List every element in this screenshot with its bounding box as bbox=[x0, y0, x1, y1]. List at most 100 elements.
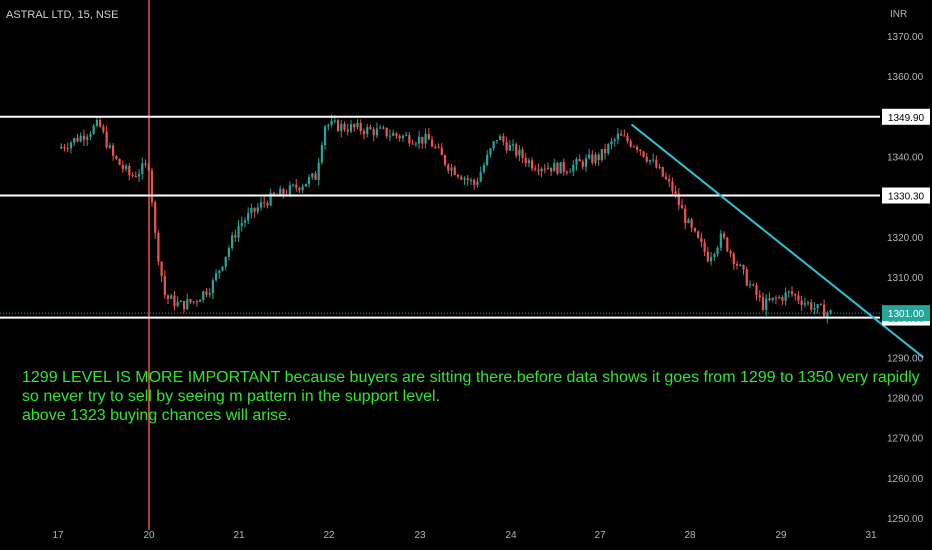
candle bbox=[706, 247, 709, 263]
candle bbox=[813, 301, 816, 315]
candle bbox=[89, 131, 92, 141]
candle bbox=[215, 269, 218, 282]
candle bbox=[92, 124, 95, 135]
candle bbox=[578, 154, 581, 162]
candle bbox=[680, 198, 684, 209]
x-tick-label: 29 bbox=[775, 530, 787, 541]
candle bbox=[677, 188, 680, 210]
candle bbox=[800, 295, 803, 311]
candle bbox=[137, 169, 141, 182]
candle bbox=[619, 129, 623, 136]
candle bbox=[697, 230, 700, 239]
candle bbox=[700, 232, 703, 248]
candle bbox=[613, 137, 616, 147]
candle bbox=[388, 129, 392, 142]
candle bbox=[186, 293, 189, 311]
candle bbox=[60, 143, 63, 150]
symbol-title: ASTRAL LTD, 15, NSE bbox=[6, 9, 119, 21]
candle bbox=[719, 229, 722, 252]
candle bbox=[703, 238, 706, 257]
candle bbox=[128, 163, 131, 181]
candle bbox=[530, 157, 534, 172]
candle bbox=[398, 134, 401, 142]
candle bbox=[189, 298, 192, 305]
candle bbox=[469, 177, 473, 185]
candle bbox=[771, 297, 774, 303]
candle bbox=[115, 154, 118, 161]
candle bbox=[182, 300, 186, 313]
candle bbox=[366, 123, 369, 138]
candle bbox=[224, 256, 227, 271]
candle bbox=[124, 163, 128, 172]
candle bbox=[157, 230, 160, 266]
candle bbox=[505, 136, 508, 154]
last-price-box: 1301.00 bbox=[882, 305, 930, 322]
candle bbox=[82, 129, 86, 147]
candle bbox=[134, 171, 137, 178]
candle bbox=[534, 165, 537, 172]
candle bbox=[748, 280, 752, 289]
candle bbox=[639, 149, 642, 156]
candle bbox=[417, 130, 421, 150]
annotation-line-1: 1299 LEVEL IS MORE IMPORTANT because buy… bbox=[22, 369, 920, 386]
candle bbox=[486, 150, 489, 167]
candle bbox=[550, 167, 553, 177]
y-tick-label: 1270.00 bbox=[887, 434, 924, 445]
candle bbox=[179, 299, 182, 303]
candle bbox=[739, 263, 742, 267]
candle bbox=[623, 129, 626, 137]
candle bbox=[687, 217, 690, 224]
candle bbox=[594, 152, 597, 166]
candle bbox=[279, 185, 282, 196]
candle bbox=[295, 178, 298, 192]
candle bbox=[482, 162, 486, 174]
candle bbox=[405, 132, 408, 137]
candle bbox=[231, 231, 234, 251]
candle bbox=[645, 153, 648, 164]
candle bbox=[735, 261, 739, 270]
candle bbox=[476, 177, 479, 188]
trendline[interactable] bbox=[630, 123, 924, 359]
candle bbox=[166, 294, 170, 305]
candle bbox=[154, 200, 157, 239]
candle bbox=[758, 290, 761, 302]
x-tick-label: 17 bbox=[52, 530, 64, 541]
candle bbox=[600, 149, 603, 163]
candle bbox=[208, 288, 211, 298]
candle bbox=[227, 245, 231, 261]
candle bbox=[518, 145, 521, 162]
candle bbox=[240, 216, 243, 232]
candle bbox=[556, 161, 559, 176]
candle bbox=[584, 154, 588, 172]
candle bbox=[314, 171, 317, 181]
candle bbox=[301, 183, 304, 194]
candle bbox=[781, 295, 784, 305]
candle bbox=[79, 132, 82, 143]
svg-text:1330.30: 1330.30 bbox=[888, 191, 925, 202]
candle bbox=[495, 140, 498, 145]
candle bbox=[414, 141, 417, 147]
candle bbox=[346, 123, 349, 136]
x-tick-label: 22 bbox=[323, 530, 335, 541]
candle bbox=[597, 152, 600, 166]
candle bbox=[456, 174, 460, 179]
candle bbox=[73, 137, 76, 146]
candle bbox=[320, 141, 324, 165]
candle bbox=[336, 119, 340, 132]
candle bbox=[192, 300, 195, 305]
candle bbox=[343, 121, 346, 132]
candle bbox=[369, 124, 372, 130]
candle bbox=[642, 150, 645, 158]
candle bbox=[118, 158, 121, 166]
candle bbox=[543, 164, 546, 174]
candle bbox=[546, 162, 550, 170]
candle bbox=[131, 172, 134, 178]
annotation-line-2: so never try to sell by seeing m pattern… bbox=[22, 388, 440, 405]
candle bbox=[266, 200, 269, 209]
candle bbox=[729, 249, 732, 258]
candle bbox=[575, 157, 578, 171]
candle bbox=[150, 167, 154, 207]
candle bbox=[787, 290, 790, 299]
